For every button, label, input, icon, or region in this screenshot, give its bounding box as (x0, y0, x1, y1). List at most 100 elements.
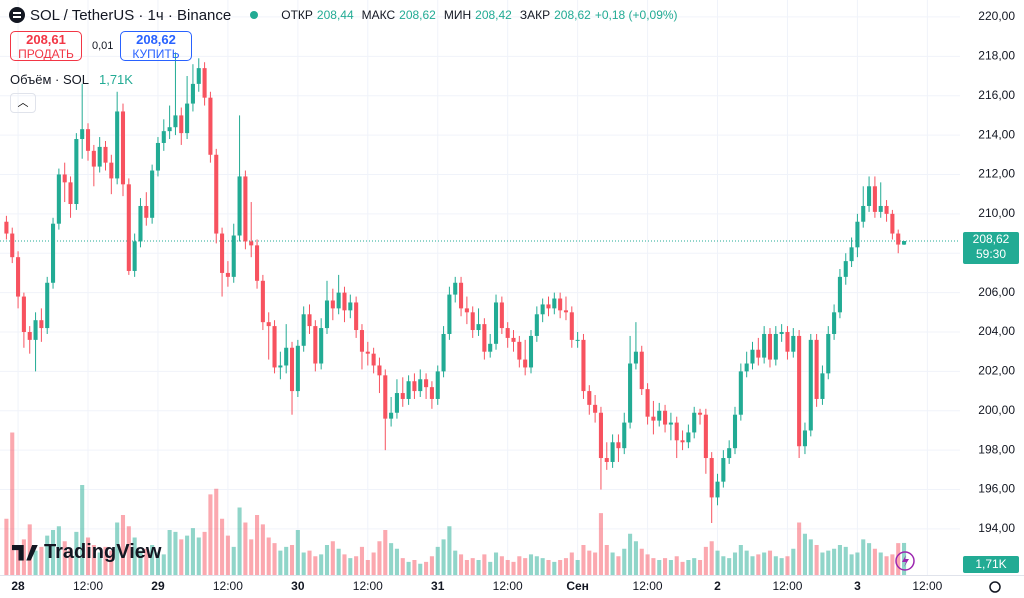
volume-bar (144, 548, 149, 575)
volume-bar (575, 560, 580, 575)
buy-label: КУПИТЬ (132, 47, 180, 61)
candle-body (342, 292, 347, 311)
volume-bar (715, 550, 720, 575)
candle-body (109, 162, 114, 179)
volume-bar (738, 545, 743, 575)
volume-bar (319, 554, 324, 575)
candle-body (855, 221, 860, 248)
candle-body (289, 347, 295, 392)
volume-bar (336, 548, 341, 575)
candle-body (313, 326, 318, 364)
ohlc-label: ОТКР (281, 8, 313, 22)
candle-body (208, 97, 213, 155)
volume-bar (697, 560, 703, 575)
volume-bar (266, 537, 271, 575)
volume-title: Объём · SOL (10, 72, 89, 87)
volume-bar (255, 515, 260, 575)
volume-bar (400, 558, 405, 575)
volume-bar (814, 545, 819, 575)
volume-bar (354, 556, 359, 575)
volume-bar (132, 537, 137, 575)
candle-body (540, 304, 545, 315)
candle-body (826, 333, 831, 374)
candle-body (348, 302, 353, 311)
x-tick-label: 31 (431, 579, 445, 593)
volume-bar (208, 494, 213, 575)
volume-bar (657, 560, 662, 575)
volume-bar (412, 560, 417, 575)
candle-body (604, 458, 609, 462)
volume-bar (511, 561, 516, 575)
x-tick-label: 12:00 (493, 579, 523, 593)
volume-bar (21, 539, 26, 575)
buy-button[interactable]: 208,62 КУПИТЬ (120, 31, 192, 61)
volume-axis-label: 1,71K (963, 556, 1019, 573)
volume-bar (74, 531, 79, 575)
candle-body (319, 328, 324, 364)
x-tick-label: 30 (291, 579, 305, 593)
volume-bar (301, 552, 306, 575)
x-tick-label: 12:00 (353, 579, 383, 593)
volume-bar (295, 530, 300, 575)
candle-body (651, 416, 656, 421)
volume-bar (686, 560, 691, 575)
volume-bar (517, 556, 522, 575)
volume-bar (284, 546, 289, 575)
volume-value: 1,71K (98, 72, 133, 87)
volume-bar (97, 552, 102, 575)
volume-bar (791, 548, 796, 575)
y-tick-label: 202,00 (978, 364, 1015, 378)
volume-bar (476, 560, 481, 575)
candle-body (400, 393, 405, 399)
buy-price: 208,62 (136, 32, 176, 47)
symbol-title: SOL / TetherUS · 1ч · Binance (30, 6, 232, 24)
candle-body (598, 412, 603, 459)
candle-body (616, 442, 621, 449)
candle-body (278, 365, 283, 368)
candle-body (62, 174, 67, 183)
volume-bar (220, 518, 225, 575)
sell-button[interactable]: 208,61 ПРОДАТЬ (10, 31, 82, 61)
x-tick-label: Сен (566, 579, 589, 593)
volume-bar (190, 528, 195, 575)
volume-bar (91, 545, 96, 575)
volume-bar (167, 530, 172, 575)
volume-bar (289, 545, 295, 575)
volume-bar (109, 550, 114, 575)
candle-body (260, 280, 265, 323)
volume-bar (406, 561, 411, 575)
volume-bar (324, 545, 330, 575)
candle-body (295, 345, 300, 392)
volume-bar (651, 558, 656, 575)
collapse-button[interactable]: ︿ (10, 93, 36, 113)
candle-body (476, 324, 481, 331)
volume-bar (820, 552, 825, 575)
lightning-icon[interactable] (895, 551, 915, 571)
volume-bar (196, 537, 201, 575)
volume-bar (68, 548, 73, 575)
volume-bar (499, 556, 504, 575)
volume-bar (867, 543, 872, 575)
volume-bar (721, 556, 726, 575)
volume-bar (744, 550, 749, 575)
candle-body (249, 241, 254, 246)
volume-bar (138, 550, 143, 575)
volume-bar (482, 554, 487, 575)
volume-bar (359, 546, 365, 575)
y-tick-label: 196,00 (978, 482, 1015, 496)
candle-body (126, 184, 131, 271)
volume-bar (342, 554, 347, 575)
candle-body (499, 302, 504, 329)
volume-bar (85, 537, 91, 575)
volume-bar (10, 432, 15, 575)
volume-bar (470, 558, 475, 575)
volume-bar (890, 554, 895, 575)
ohlc-label: ЗАКР (519, 8, 551, 22)
candle-body (365, 351, 370, 354)
y-tick-label: 212,00 (978, 167, 1015, 181)
candle-body (16, 257, 21, 297)
candle-body (808, 339, 813, 431)
settings-icon[interactable] (989, 581, 1001, 593)
volume-bar (505, 560, 510, 575)
candle-body (721, 458, 726, 482)
